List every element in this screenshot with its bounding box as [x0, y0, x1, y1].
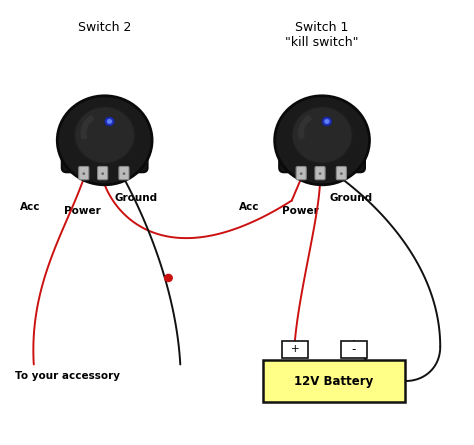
- Circle shape: [337, 156, 339, 158]
- Circle shape: [123, 172, 125, 175]
- FancyBboxPatch shape: [337, 166, 346, 180]
- Circle shape: [340, 172, 343, 175]
- Text: +: +: [291, 344, 299, 354]
- Circle shape: [74, 107, 135, 163]
- Circle shape: [337, 152, 339, 154]
- Circle shape: [322, 117, 331, 126]
- Circle shape: [319, 172, 321, 175]
- FancyBboxPatch shape: [296, 166, 306, 180]
- FancyBboxPatch shape: [119, 166, 129, 180]
- Wedge shape: [298, 115, 312, 140]
- Text: To your accessory: To your accessory: [15, 371, 120, 380]
- Text: Power: Power: [64, 206, 101, 216]
- Text: Switch 1
"kill switch": Switch 1 "kill switch": [285, 20, 359, 49]
- Circle shape: [107, 119, 112, 124]
- Text: Ground: Ground: [329, 193, 372, 203]
- FancyBboxPatch shape: [263, 360, 405, 402]
- Circle shape: [101, 172, 104, 175]
- Circle shape: [300, 172, 302, 175]
- Text: Switch 2: Switch 2: [78, 20, 131, 34]
- Circle shape: [164, 275, 172, 282]
- Circle shape: [120, 156, 122, 158]
- FancyBboxPatch shape: [279, 131, 365, 172]
- FancyBboxPatch shape: [282, 341, 308, 358]
- FancyBboxPatch shape: [315, 166, 325, 180]
- Circle shape: [337, 148, 339, 150]
- FancyBboxPatch shape: [98, 166, 108, 180]
- Text: Power: Power: [282, 206, 319, 216]
- Circle shape: [82, 172, 85, 175]
- Circle shape: [57, 96, 152, 185]
- Circle shape: [120, 152, 122, 154]
- Circle shape: [292, 107, 352, 163]
- Circle shape: [274, 96, 369, 185]
- Text: -: -: [352, 343, 356, 356]
- Text: Acc: Acc: [239, 202, 260, 212]
- Circle shape: [105, 117, 114, 126]
- Text: Acc: Acc: [19, 202, 40, 212]
- Text: 12V Battery: 12V Battery: [294, 375, 374, 388]
- FancyBboxPatch shape: [341, 341, 367, 358]
- FancyBboxPatch shape: [62, 131, 147, 172]
- FancyBboxPatch shape: [79, 166, 89, 180]
- Circle shape: [120, 148, 122, 150]
- Text: Ground: Ground: [114, 193, 157, 203]
- Circle shape: [324, 119, 329, 124]
- Wedge shape: [81, 115, 95, 140]
